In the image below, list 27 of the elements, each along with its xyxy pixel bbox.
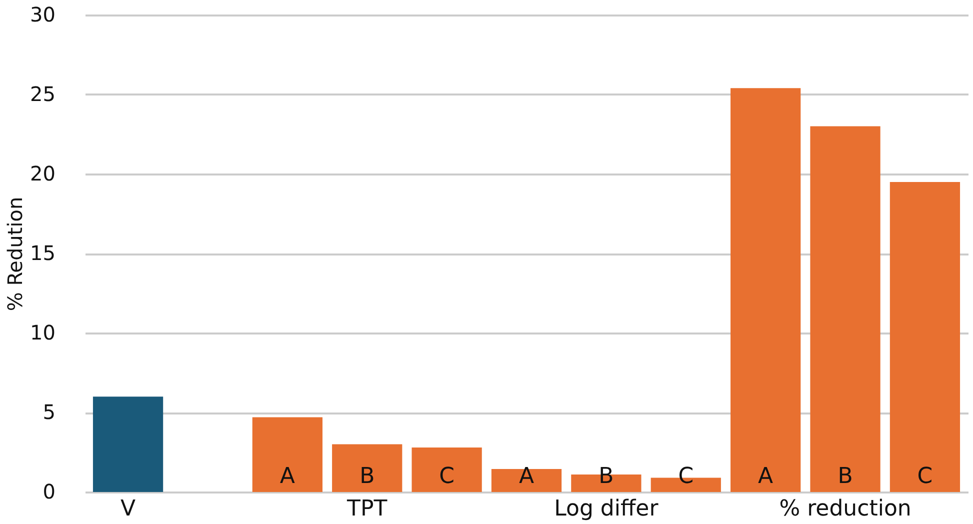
y-tick-label: 10 <box>30 320 56 344</box>
y-tick-label: 20 <box>30 162 56 186</box>
x-tick-label: C <box>439 464 454 489</box>
bar <box>412 447 482 492</box>
bar <box>92 396 164 492</box>
bar <box>890 182 960 492</box>
x-tick-label: V <box>120 496 136 522</box>
x-tick-label: A <box>280 464 295 489</box>
x-tick-label: B <box>360 464 375 489</box>
text: TPT <box>346 496 388 522</box>
bar <box>810 126 880 492</box>
bar <box>332 444 402 492</box>
x-tick-label: C <box>917 464 933 489</box>
x-tick-label: A <box>518 464 534 489</box>
bar <box>252 417 322 492</box>
x-tick-label: A <box>758 464 774 489</box>
text: % reduction <box>779 496 912 522</box>
y-tick-label: 30 <box>30 2 56 26</box>
y-tick-label: 5 <box>42 400 56 424</box>
bar <box>730 88 801 492</box>
bar <box>491 468 562 492</box>
text: Log differ <box>554 496 660 522</box>
y-tick-label: 0 <box>42 480 56 504</box>
y-tick-label: 25 <box>30 82 56 106</box>
y-axis-title: % Redution <box>3 196 28 312</box>
y-tick-label: 15 <box>30 241 56 265</box>
x-tick-label: B <box>838 464 853 489</box>
